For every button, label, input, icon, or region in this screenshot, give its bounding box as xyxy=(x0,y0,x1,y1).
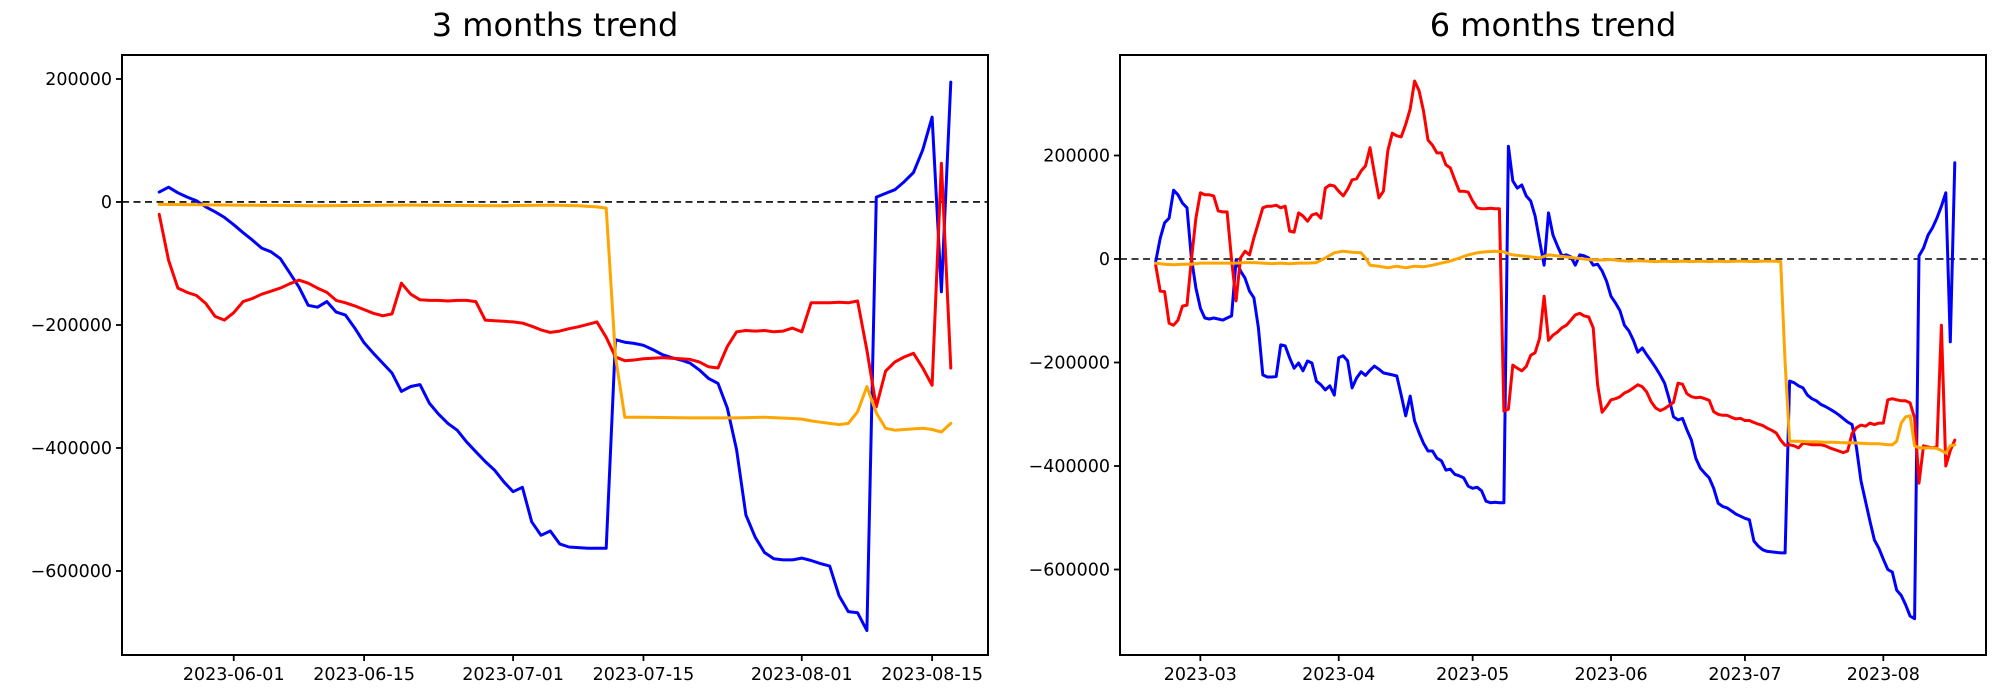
y-tick-label: 0 xyxy=(101,193,112,213)
chart-6-months-trend: 2023-03 2023-04 2023-05 2023-06 2023-07 2023-… xyxy=(1029,54,1987,685)
chart-title-3-months: 3 months trend xyxy=(431,6,679,44)
x-tick-label: 2023-06-01 xyxy=(183,665,285,685)
y-tick-label: 200000 xyxy=(1043,147,1110,167)
y-tick-label: −400000 xyxy=(1029,457,1110,477)
y-tick-label: −600000 xyxy=(31,562,112,582)
x-tick-label: 2023-06 xyxy=(1574,665,1647,685)
plot-border xyxy=(121,54,989,656)
y-tick-label: −600000 xyxy=(1029,561,1110,581)
orange-series-line xyxy=(1154,249,1957,455)
chart-3-months-trend: 2023-06-01 2023-06-15 2023-07-01 2023-07-15… xyxy=(31,54,989,685)
y-tick-label: −400000 xyxy=(31,439,112,459)
y-tick-label: 0 xyxy=(1099,250,1110,270)
plot-border xyxy=(1119,54,1987,656)
y-tick-label: −200000 xyxy=(1029,354,1110,374)
red-series-line xyxy=(157,161,953,409)
x-tick-label: 2023-06-15 xyxy=(313,665,415,685)
x-tick-label: 2023-04 xyxy=(1302,665,1375,685)
chart-title-6-months: 6 months trend xyxy=(1429,6,1677,44)
y-tick-label: −200000 xyxy=(31,316,112,336)
blue-series-line xyxy=(157,80,953,633)
x-tick-label: 2023-08 xyxy=(1847,665,1920,685)
x-tick-label: 2023-05 xyxy=(1436,665,1509,685)
blue-series-line xyxy=(1154,144,1957,621)
orange-series-line xyxy=(157,202,953,434)
x-tick-label: 2023-07-01 xyxy=(462,665,564,685)
x-tick-label: 2023-08-01 xyxy=(751,665,853,685)
x-tick-label: 2023-03 xyxy=(1164,665,1237,685)
x-tick-label: 2023-07-15 xyxy=(593,665,695,685)
red-series-line xyxy=(1154,79,1957,485)
x-tick-label: 2023-07 xyxy=(1708,665,1781,685)
y-tick-label: 200000 xyxy=(45,70,112,90)
x-tick-label: 2023-08-15 xyxy=(881,665,983,685)
